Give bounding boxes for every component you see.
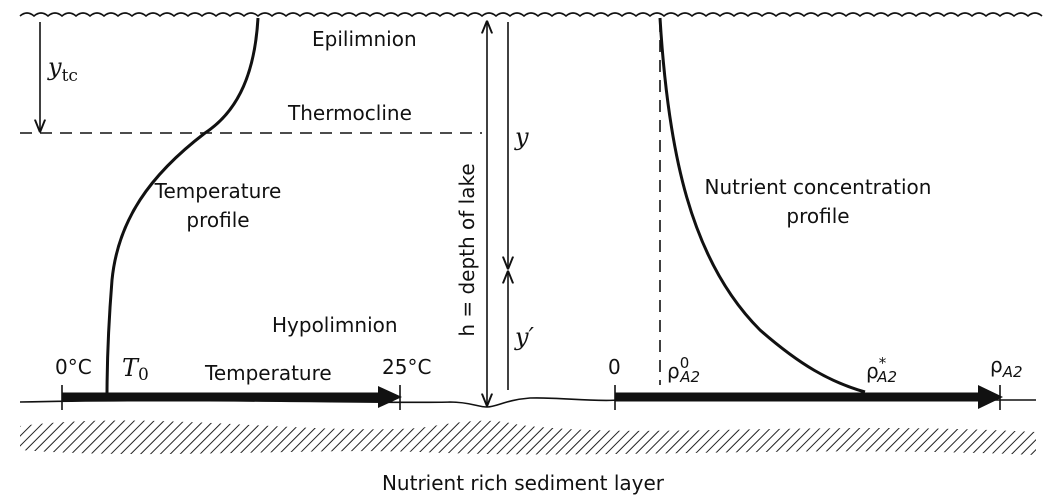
y-prime-label: y′ (514, 323, 535, 351)
axis-label: 0°C (55, 355, 92, 379)
temperature-arrowhead (378, 386, 402, 408)
axis-label: 0 (608, 355, 621, 379)
axis-label: ρ* A2 (866, 354, 897, 386)
axis-label: T0 (122, 354, 149, 385)
profile-label: profile (186, 208, 249, 232)
axis-label: ρ0 A2 (667, 354, 700, 386)
layer-label: Thermocline (287, 101, 412, 125)
profile-label: profile (786, 204, 849, 228)
axis-label: 25°C (382, 355, 431, 379)
temperature-curve (105, 17, 260, 398)
profile-label: Temperature (154, 179, 282, 203)
layer-label: Epilimnion (312, 27, 417, 51)
sediment-hatch (20, 420, 1036, 455)
axis-label: ρA2 (990, 353, 1023, 381)
sediment-label: Nutrient rich sediment layer (382, 471, 665, 495)
nutrient-curve (658, 17, 866, 394)
y-label: y (514, 123, 529, 151)
nutrient-arrowhead (978, 385, 1003, 409)
depth-label: h = depth of lake (455, 163, 479, 336)
water-surface (19, 12, 1043, 18)
profile-label: Nutrient concentration (705, 175, 932, 199)
layer-label: Hypolimnion (272, 313, 398, 337)
ytc-label: ytc (47, 53, 78, 86)
axis-title: Temperature (204, 361, 332, 385)
